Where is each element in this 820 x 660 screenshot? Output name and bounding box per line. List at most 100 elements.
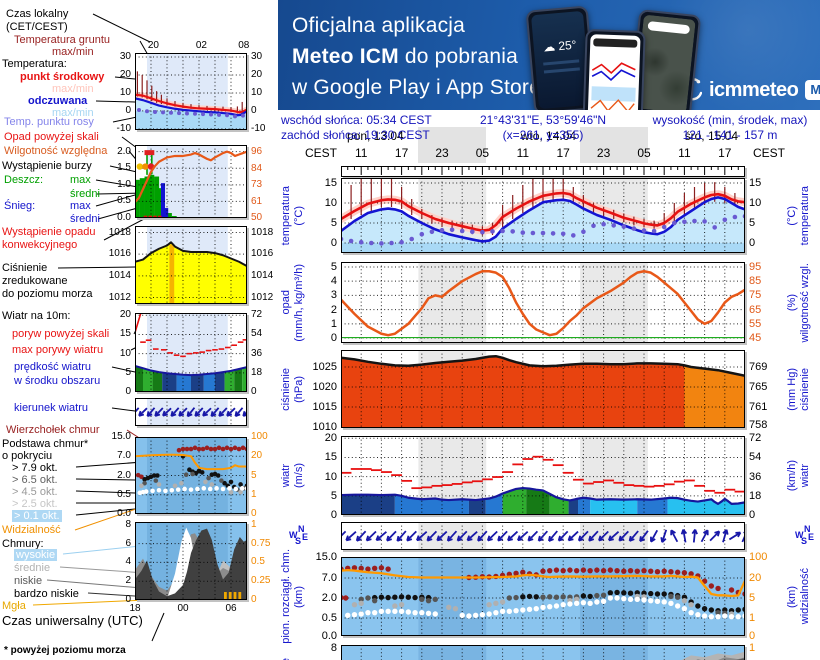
panel-temperature (341, 178, 745, 253)
icmmeteo-logo: icmmeteo M° (686, 78, 820, 102)
logo-wordmark: icmmeteo (709, 78, 799, 101)
tick-label: 75 (749, 289, 762, 302)
legend-clouds-high: wysokie (14, 549, 58, 561)
tick-label: 3 (330, 289, 337, 302)
tick-label: 0.0 (321, 630, 337, 642)
tick-label: 2 (125, 575, 131, 587)
tick-label: 02 (195, 40, 207, 51)
axis-title-wind-left: wiatr (m/s) (280, 462, 305, 489)
tick-label: 61 (251, 196, 263, 208)
legend-pressure-2: zredukowane (2, 275, 68, 287)
tick-label: 1 (749, 641, 756, 654)
tick-label: 15 (324, 177, 337, 189)
legend-wind-direction: kierunek wiatru (14, 402, 88, 414)
tick-label: 10 (324, 470, 337, 483)
phone-chart (590, 62, 636, 110)
location-coords: 21°43'31"E, 53°59'46"N (x=261, y=355) (443, 113, 643, 143)
legend-ground-temp: Temperatura gruntu (14, 34, 110, 46)
tick-label: 1015 (312, 401, 337, 413)
tick-label: 1018 (108, 226, 131, 238)
hour-label: 05 (475, 146, 490, 160)
tick-label: 45 (749, 332, 762, 345)
tick-label: 758 (749, 419, 768, 432)
tick-label: 0 (251, 386, 257, 397)
axis-title-pressure-left: ciśnienie (hPa) (280, 367, 305, 411)
tick-label: 10 (119, 347, 131, 359)
tick-label: 4 (330, 275, 337, 288)
tick-label: 8 (330, 641, 337, 654)
tick-label: 20 (324, 432, 337, 445)
tick-label: 5 (330, 217, 337, 229)
tick-label: 20 (251, 450, 263, 462)
panel-cloud-extent-visibility (341, 557, 745, 636)
legend-precip-above-scale: Opad powyżej skali (4, 131, 99, 143)
tick-label: 0 (749, 509, 756, 521)
panel-precipitation-humidity (341, 262, 745, 343)
tick-label: 5 (330, 260, 337, 273)
tick-label: -10 (251, 122, 266, 134)
legend-convective-2: konwekcyjnego (2, 239, 78, 251)
tick-label: 54 (749, 451, 762, 464)
altitude-info: wysokość (min, środek, max) 121 - 141 - … (641, 113, 819, 143)
hour-label: 05 (637, 146, 651, 160)
legend-snow-avg: średni (70, 213, 100, 225)
tick-label: 00 (177, 603, 189, 614)
tick-label: 7.0 (321, 572, 337, 584)
legend-midpoint-maxmin: max/min (52, 83, 94, 95)
tick-label: 1014 (108, 269, 131, 281)
legend-rain-avg: średni (70, 188, 100, 200)
hour-label: 17 (556, 146, 570, 160)
legend-dew-point: Temp. punktu rosy (4, 116, 94, 128)
tick-label: 0 (330, 237, 337, 249)
tick-label: 8 (125, 518, 131, 530)
legend-pressure-1: Ciśnienie (2, 262, 48, 274)
tick-label: 18 (749, 489, 762, 502)
tick-label: 0.25 (251, 575, 271, 587)
legend-local-time: Czas lokalny (6, 8, 69, 20)
legend-okt-01: > 0.1 okt. (12, 510, 62, 522)
tick-label: 1 (749, 611, 756, 624)
tick-label: 18 (251, 366, 263, 378)
banner-line-2: Meteo ICM do pobrania (292, 45, 518, 68)
tick-label: 7.0 (117, 450, 131, 462)
tick-label: 06 (225, 603, 237, 614)
legend-footnote: * powyżej poziomu morza (4, 645, 126, 656)
logo-badge: M° (805, 80, 820, 100)
tick-label: 0.5 (251, 556, 265, 568)
tick-label: 85 (749, 275, 762, 288)
tick-label: 36 (251, 347, 263, 359)
tick-label: 18 (129, 603, 141, 614)
hour-label: 17 (394, 146, 409, 160)
phone-temp-reading: ☁ 25° (542, 37, 578, 55)
tick-label: 54 (251, 328, 263, 340)
legend-okt-79: > 7.9 okt. (12, 462, 58, 474)
tick-label: 2.0 (321, 592, 337, 604)
tick-label: 95 (749, 260, 762, 273)
panel-legend-cloud-cover (135, 522, 247, 600)
tick-label: 1 (330, 317, 337, 330)
hour-label: 11 (354, 146, 368, 160)
tick-label: 0 (330, 332, 337, 345)
compass-icon: N W E S (289, 524, 309, 546)
night-shading (580, 127, 648, 163)
legend-temperature: Temperatura: (2, 58, 67, 70)
tick-label: 5 (749, 217, 756, 229)
panel-wind (341, 436, 745, 515)
legend-okt-25: > 2.5 okt. (12, 498, 58, 510)
legend-clouds-very-low: bardzo niskie (14, 588, 79, 600)
timezone-label: CEST (304, 146, 337, 160)
axis-title-precip-left: opad (mm/h, kg/m³/h) (280, 263, 305, 342)
tick-label: 0 (125, 104, 131, 116)
tick-label: 20 (147, 40, 159, 51)
app-banner[interactable]: Oficjalna aplikacja Meteo ICM do pobrani… (278, 0, 820, 110)
legend-okt-65: > 6.5 okt. (12, 474, 58, 486)
tick-label: 0.5 (321, 611, 337, 624)
axis-title-visibility-right: (km) widzialność (786, 568, 811, 625)
tick-label: 20 (749, 572, 762, 584)
day-label: śro, 15.04 (684, 129, 739, 143)
tick-label: 0 (251, 594, 257, 605)
tick-label: 30 (251, 50, 263, 62)
legend-cet-cest: (CET/CEST) (6, 21, 68, 33)
